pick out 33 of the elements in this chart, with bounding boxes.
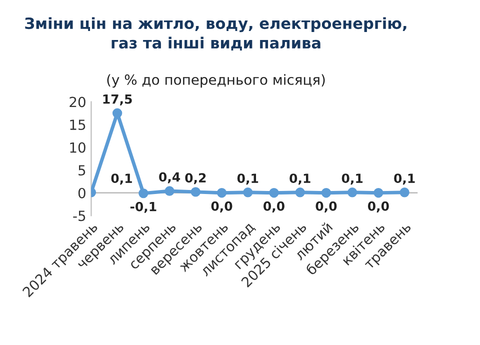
y-tick-label: -5 bbox=[73, 210, 86, 222]
point bbox=[112, 108, 122, 118]
point bbox=[243, 188, 253, 198]
point bbox=[347, 188, 358, 198]
y-tick-label: 0 bbox=[78, 188, 86, 198]
point bbox=[400, 188, 410, 198]
point bbox=[190, 187, 201, 197]
point bbox=[269, 188, 279, 198]
point bbox=[138, 188, 148, 198]
data-label: 0,2 bbox=[185, 173, 206, 184]
data-label: 0,1 bbox=[290, 174, 310, 185]
data-label: 0,0 bbox=[211, 201, 232, 212]
point bbox=[164, 186, 174, 196]
chart-subtitle: (у % до попереднього місяця) bbox=[107, 74, 325, 88]
data-label: 0,4 bbox=[159, 172, 180, 184]
point bbox=[216, 188, 227, 198]
point bbox=[295, 188, 305, 198]
y-tick-label: 5 bbox=[78, 165, 86, 176]
data-label: 0,0 bbox=[368, 201, 389, 212]
data-label: -0,1 bbox=[130, 202, 156, 213]
y-tick-label: 15 bbox=[70, 120, 86, 130]
point bbox=[321, 188, 332, 198]
point bbox=[374, 188, 384, 198]
data-label: 0,1 bbox=[394, 174, 415, 185]
data-label: 17,5 bbox=[103, 94, 132, 106]
data-label: 0,0 bbox=[316, 201, 337, 212]
data-label: 0,1 bbox=[111, 174, 132, 185]
data-label: 0,0 bbox=[264, 201, 284, 212]
chart-title: Зміни цін на житло, воду, електроенергію, газ та інші види палива bbox=[25, 17, 406, 51]
y-tick-label: 10 bbox=[70, 142, 86, 153]
y-tick-label: 20 bbox=[70, 96, 86, 108]
data-label: 0,1 bbox=[342, 174, 363, 185]
data-label: 0,1 bbox=[237, 174, 258, 185]
